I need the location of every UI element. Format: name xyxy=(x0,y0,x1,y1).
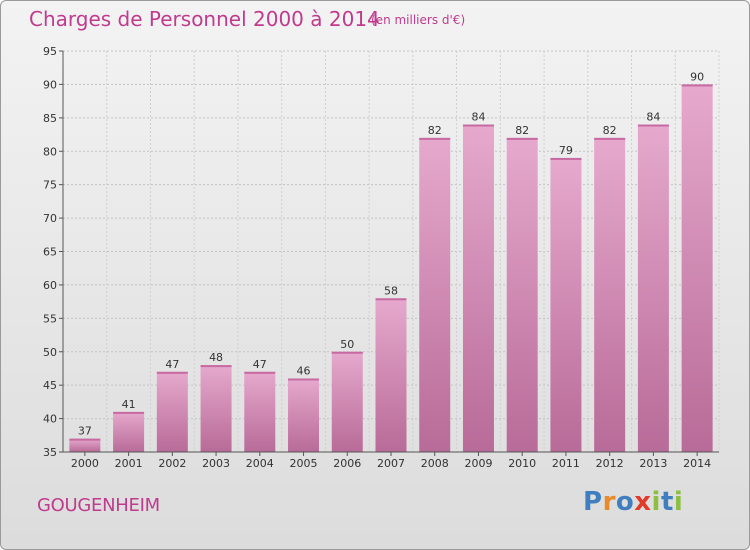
logo-letter: x xyxy=(634,487,652,517)
x-tick-label: 2012 xyxy=(596,457,624,470)
data-label: 79 xyxy=(559,144,573,157)
data-label: 46 xyxy=(297,364,311,377)
x-tick-label: 2006 xyxy=(333,457,361,470)
bar-top-edge xyxy=(69,438,101,441)
bar xyxy=(506,137,538,452)
bar-top-edge xyxy=(681,84,713,87)
data-label: 50 xyxy=(340,338,354,351)
bar-top-edge xyxy=(156,371,188,374)
y-tick-label: 55 xyxy=(43,312,57,325)
data-label: 82 xyxy=(603,124,617,137)
logo-letter: i xyxy=(651,487,661,517)
logo-letter: P xyxy=(583,487,603,517)
x-tick-label: 2007 xyxy=(377,457,405,470)
y-tick-label: 80 xyxy=(43,145,57,158)
bar-top-edge xyxy=(244,371,276,374)
x-tick-label: 2004 xyxy=(246,457,274,470)
bar-top-edge xyxy=(637,124,669,127)
y-tick-label: 60 xyxy=(43,279,57,292)
data-label: 82 xyxy=(428,124,442,137)
bar xyxy=(288,378,320,452)
y-tick-label: 45 xyxy=(43,379,57,392)
bars-layer: 37 41 47 48 47 46 50 58 82 84 82 79 82 84 90 xyxy=(69,70,713,453)
bar-top-edge xyxy=(506,137,538,140)
logo-letter: o xyxy=(615,487,635,517)
x-tick-label: 2003 xyxy=(202,457,230,470)
bar-top-edge xyxy=(331,351,363,354)
data-label: 47 xyxy=(253,358,267,371)
bar-top-edge xyxy=(200,365,232,368)
x-tick-label: 2008 xyxy=(421,457,449,470)
bar-top-edge xyxy=(594,137,626,140)
y-tick-label: 35 xyxy=(43,446,57,459)
x-tick-label: 2009 xyxy=(464,457,492,470)
logo-letter: r xyxy=(602,487,616,517)
y-tick-label: 90 xyxy=(43,78,57,91)
data-label: 37 xyxy=(78,425,92,438)
x-tick-label: 2005 xyxy=(290,457,318,470)
proxiti-logo: Proxiti xyxy=(583,487,683,517)
data-label: 41 xyxy=(122,398,136,411)
data-label: 84 xyxy=(646,111,660,124)
bar xyxy=(637,124,669,453)
x-tick-label: 2010 xyxy=(508,457,536,470)
bar xyxy=(244,371,276,452)
y-tick-label: 70 xyxy=(43,212,57,225)
y-tick-label: 95 xyxy=(43,45,57,58)
bar-top-edge xyxy=(419,137,451,140)
x-tick-label: 2014 xyxy=(683,457,711,470)
axis-layer: 35 40 45 50 55 60 65 70 75 80 85 90 95 2000 2001 2002 20… xyxy=(43,45,719,470)
bar-top-edge xyxy=(462,124,494,127)
x-tick-label: 2011 xyxy=(552,457,580,470)
bar xyxy=(69,438,101,452)
bar xyxy=(594,137,626,452)
bar xyxy=(331,351,363,452)
logo-letter: i xyxy=(673,487,684,517)
bar-top-edge xyxy=(375,298,407,301)
x-tick-label: 2001 xyxy=(115,457,143,470)
bar xyxy=(113,411,145,452)
x-tick-label: 2000 xyxy=(71,457,99,470)
data-label: 90 xyxy=(690,70,704,83)
y-tick-label: 85 xyxy=(43,112,57,125)
data-label: 58 xyxy=(384,284,398,297)
y-tick-label: 40 xyxy=(43,413,57,426)
bar xyxy=(462,124,494,453)
bar xyxy=(200,365,232,452)
bar xyxy=(156,371,188,452)
bar xyxy=(375,298,407,452)
bar xyxy=(550,157,582,452)
bar-top-edge xyxy=(288,378,320,381)
data-label: 82 xyxy=(515,124,529,137)
chart-subtitle: (en milliers d'€) xyxy=(371,13,466,27)
bar-top-edge xyxy=(113,411,145,414)
y-tick-label: 75 xyxy=(43,179,57,192)
x-tick-label: 2013 xyxy=(639,457,667,470)
logo-letter: t xyxy=(660,487,674,517)
city-name: GOUGENHEIM xyxy=(37,495,160,516)
data-label: 47 xyxy=(165,358,179,371)
bar-top-edge xyxy=(550,157,582,160)
bar xyxy=(681,84,713,453)
chart-title: Charges de Personnel 2000 à 2014 xyxy=(29,7,380,31)
data-label: 84 xyxy=(471,111,485,124)
data-label: 48 xyxy=(209,351,223,364)
x-tick-label: 2002 xyxy=(158,457,186,470)
y-tick-label: 50 xyxy=(43,346,57,359)
y-tick-label: 65 xyxy=(43,246,57,259)
bar xyxy=(419,137,451,452)
